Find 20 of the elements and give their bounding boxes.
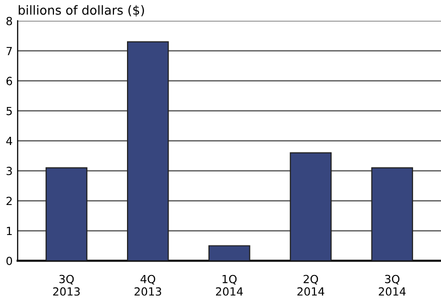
x-tick-label: 1Q 2014: [216, 274, 243, 296]
bar: [126, 41, 169, 261]
bar: [371, 167, 414, 261]
x-tick-label: 4Q 2013: [134, 274, 162, 296]
y-tick-label: 1: [6, 226, 12, 235]
y-tick-label: 2: [6, 196, 12, 205]
x-tick-label: 3Q 2013: [53, 274, 80, 296]
bar: [290, 152, 332, 261]
y-tick-label: 8: [6, 16, 12, 26]
y-tick-label: 6: [6, 76, 12, 86]
y-tick-label: 0: [6, 256, 12, 266]
y-tick-label: 3: [6, 166, 12, 176]
y-tick-label: 4: [6, 136, 12, 146]
bar: [46, 167, 88, 261]
bar: [208, 245, 250, 261]
y-tick-label: 5: [6, 106, 12, 116]
x-tick-label: 3Q 2014: [378, 274, 406, 296]
y-axis-title: billions of dollars ($): [18, 5, 144, 16]
x-tick-label: 2Q 2014: [297, 274, 324, 296]
y-tick-label: 7: [6, 46, 12, 56]
